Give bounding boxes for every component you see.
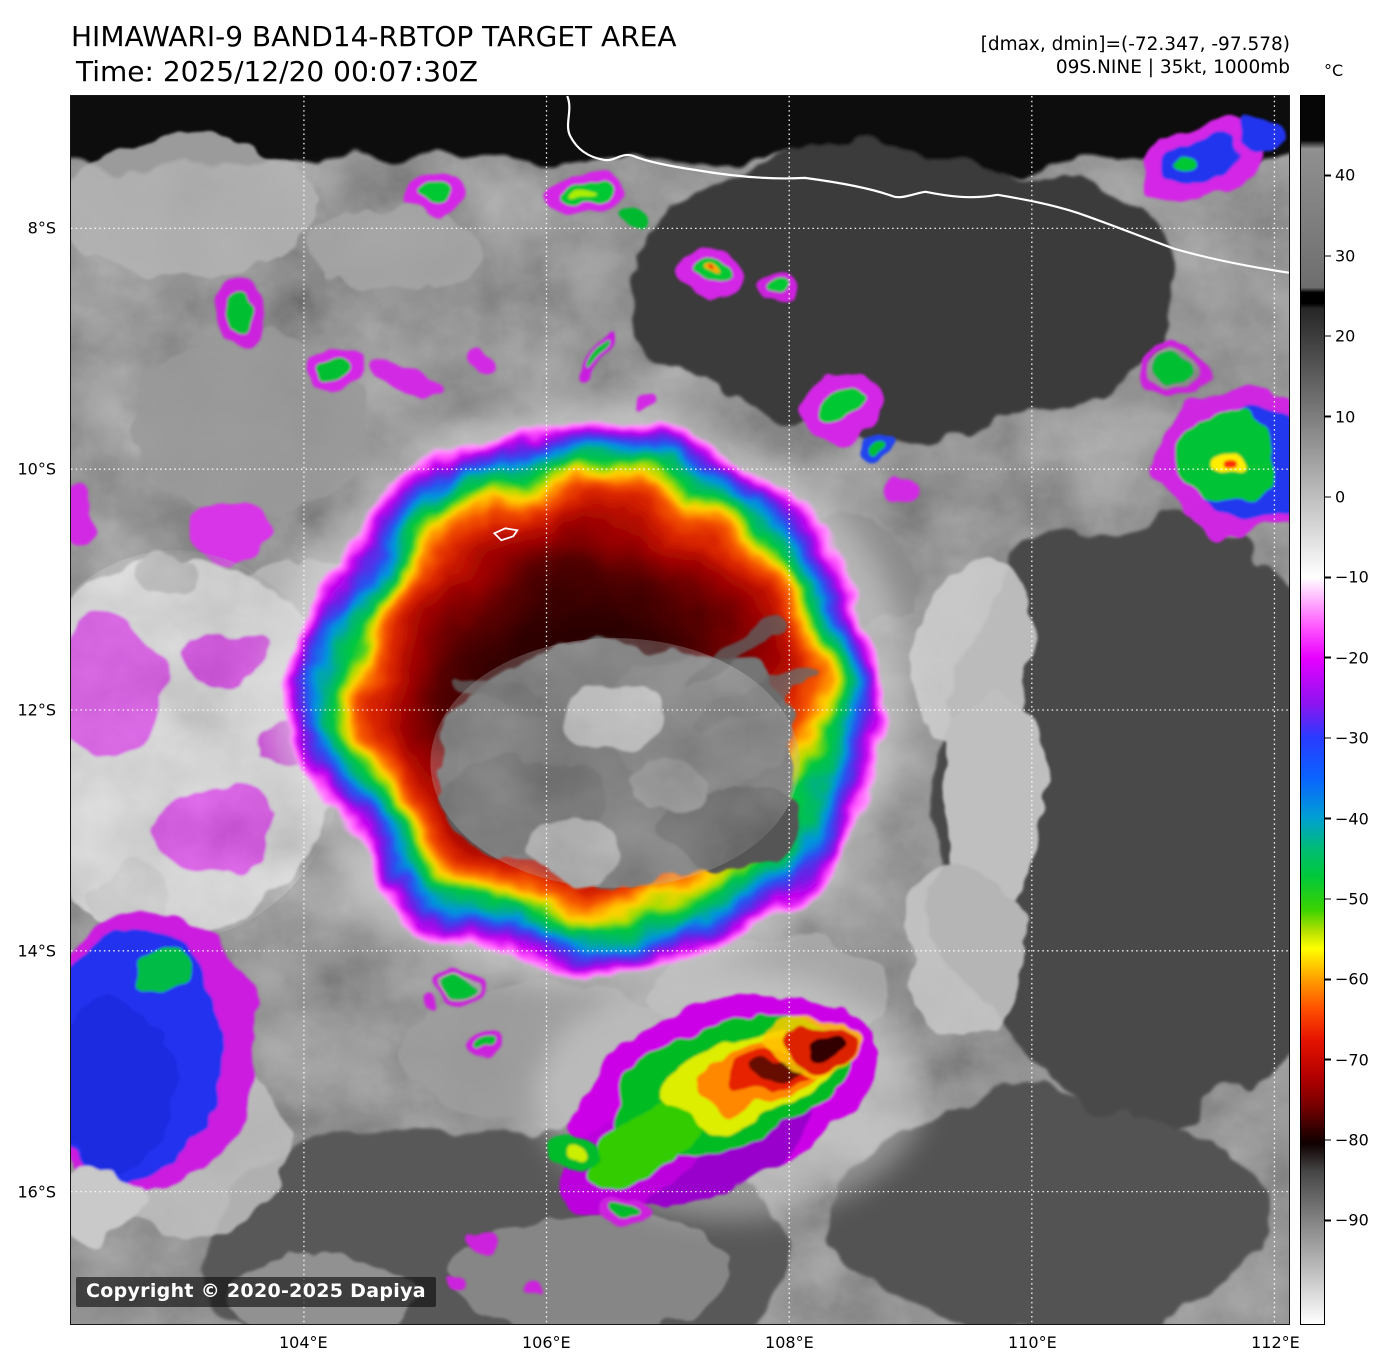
copyright-badge: Copyright © 2020-2025 Dapiya [76, 1277, 436, 1307]
cyclone [270, 400, 910, 990]
colorbar-tick-mark [1325, 656, 1331, 659]
lon-tick-label: 106°E [522, 1333, 571, 1352]
colorbar-tick-label: −10 [1335, 567, 1369, 587]
colorbar-tick: −20 [1325, 648, 1369, 667]
colorbar-tick: −50 [1325, 889, 1369, 908]
colorbar-tick-label: −60 [1335, 969, 1369, 989]
colorbar-tick-mark [1325, 576, 1331, 579]
colorbar-tick-label: −70 [1335, 1050, 1369, 1070]
colorbar-tick-label: 30 [1335, 246, 1356, 266]
christmas-island-outline [492, 527, 519, 542]
colorbar-tick-mark [1325, 174, 1331, 177]
southern-convection [535, 969, 925, 1220]
colorbar-tick: −90 [1325, 1211, 1369, 1230]
colorbar-ticks: 40 30 20 10 0 −10 −20 −30 −40 −50 −60 −70 −80 −90 [1325, 95, 1387, 1325]
lon-tick-label: 108°E [765, 1333, 814, 1352]
lon-tick-label: 110°E [1008, 1333, 1057, 1352]
colorbar-tick-label: −40 [1335, 809, 1369, 829]
grid-lines [71, 96, 1289, 1324]
colorbar-tick: −70 [1325, 1050, 1369, 1069]
satellite-map-panel: Copyright © 2020-2025 Dapiya [70, 95, 1290, 1325]
colorbar-tick-mark [1325, 496, 1331, 498]
colorbar-tick-label: 10 [1335, 407, 1356, 427]
colorbar-tick: −10 [1325, 568, 1369, 587]
colorbar-tick-mark [1325, 898, 1331, 900]
lat-tick-label: 12°S [17, 700, 56, 720]
colorbar-tick-label: −90 [1335, 1210, 1369, 1230]
lon-axis: 104°E 106°E 108°E 110°E 112°E [70, 1330, 1300, 1356]
dmax-dmin-label: [dmax, dmin]=(-72.347, -97.578) [980, 34, 1290, 55]
colorbar-tick-mark [1325, 335, 1331, 337]
colorbar-tick-mark [1325, 255, 1331, 257]
lat-axis: 8°S 10°S 12°S 14°S 16°S [0, 95, 64, 1325]
lat-tick-label: 14°S [17, 941, 56, 961]
colorbar-tick: −40 [1325, 809, 1369, 828]
colorbar-tick: 10 [1325, 407, 1355, 426]
lat-tick-label: 16°S [17, 1182, 56, 1202]
satellite-image [71, 96, 1289, 1324]
colorbar-tick-mark [1325, 415, 1331, 418]
colorbar-tick-mark [1325, 1139, 1331, 1141]
colorbar-tick-label: 20 [1335, 326, 1356, 346]
colorbar-tick: 20 [1325, 327, 1355, 346]
southwest-cold-mass [71, 907, 258, 1243]
colorbar-tick-mark [1325, 978, 1331, 981]
colorbar-unit-label: °C [1324, 61, 1344, 80]
lon-tick-label: 112°E [1251, 1333, 1300, 1352]
chart-title: HIMAWARI-9 BAND14-RBTOP TARGET AREA [71, 20, 677, 53]
colorbar-tick: −60 [1325, 970, 1369, 989]
colorbar-tick: 30 [1325, 246, 1355, 265]
colorbar-tick-label: −80 [1335, 1130, 1369, 1150]
time-label: Time: 2025/12/20 00:07:30Z [76, 55, 479, 88]
colorbar-tick: 0 [1325, 487, 1345, 506]
colorbar-tick-label: 40 [1335, 165, 1356, 185]
colorbar-tick: 40 [1325, 166, 1355, 185]
lon-tick-label: 104°E [278, 1333, 328, 1352]
colorbar-tick-label: 0 [1335, 487, 1346, 507]
lat-tick-label: 8°S [27, 218, 56, 238]
storm-info-label: 09S.NINE | 35kt, 1000mb [1055, 57, 1290, 78]
cyclone-overshooting-tops [430, 619, 824, 888]
colorbar [1300, 95, 1325, 1325]
colorbar-tick-label: −50 [1335, 889, 1369, 909]
colorbar-tick-mark [1325, 737, 1331, 739]
colorbar-tick-label: −20 [1335, 648, 1369, 668]
colorbar-tick-mark [1325, 817, 1331, 820]
header-annotations: [dmax, dmin]=(-72.347, -97.578) 09S.NINE… [981, 33, 1290, 79]
colorbar-tick: −30 [1325, 729, 1369, 748]
coastline [566, 96, 1289, 274]
lat-tick-label: 10°S [17, 459, 56, 479]
colorbar-tick-mark [1325, 1219, 1331, 1222]
colorbar-tick-label: −30 [1335, 728, 1369, 748]
scattered-convection [71, 115, 1289, 1293]
colorbar-tick: −80 [1325, 1131, 1369, 1150]
colorbar-tick-mark [1325, 1058, 1331, 1061]
